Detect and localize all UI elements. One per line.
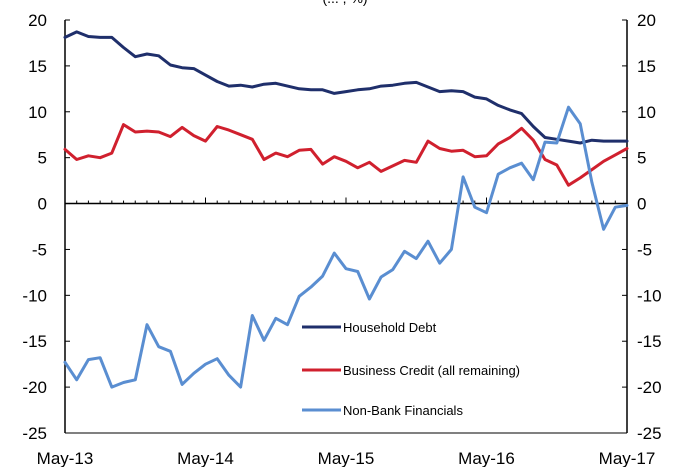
y-tick-label-left: -25 (22, 424, 47, 443)
chart-subtitle: (... , %) (322, 0, 367, 6)
y-tick-label-right: 15 (637, 57, 656, 76)
y-tick-label-left: 0 (38, 195, 47, 214)
y-tick-label-right: -20 (637, 378, 662, 397)
y-tick-label-right: 20 (637, 11, 656, 30)
y-tick-label-left: 15 (28, 57, 47, 76)
y-tick-label-left: -15 (22, 332, 47, 351)
x-tick-label: May-15 (318, 449, 375, 467)
x-tick-label: May-16 (458, 449, 515, 467)
y-tick-label-left: -5 (32, 240, 47, 259)
y-tick-label-left: 20 (28, 11, 47, 30)
y-tick-label-right: 10 (637, 103, 656, 122)
x-tick-label: May-17 (599, 449, 656, 467)
legend-label: Household Debt (343, 320, 437, 335)
series-line-household-debt (63, 30, 629, 145)
y-tick-label-left: -10 (22, 286, 47, 305)
y-tick-label-right: 5 (637, 149, 646, 168)
legend-label: Business Credit (all remaining) (343, 363, 520, 378)
legend-label: Non-Bank Financials (343, 403, 463, 418)
y-tick-label-left: -20 (22, 378, 47, 397)
y-tick-label-right: -10 (637, 286, 662, 305)
series-line-non-bank-financials (63, 105, 629, 389)
y-tick-label-left: 10 (28, 103, 47, 122)
y-tick-label-left: 5 (38, 149, 47, 168)
y-tick-label-right: -25 (637, 424, 662, 443)
y-tick-label-right: -15 (637, 332, 662, 351)
series-line-business-credit-all-remaining (63, 123, 629, 187)
x-tick-label: May-14 (177, 449, 234, 467)
y-tick-label-right: -5 (637, 240, 652, 259)
x-tick-label: May-13 (37, 449, 94, 467)
y-tick-label-right: 0 (637, 195, 646, 214)
